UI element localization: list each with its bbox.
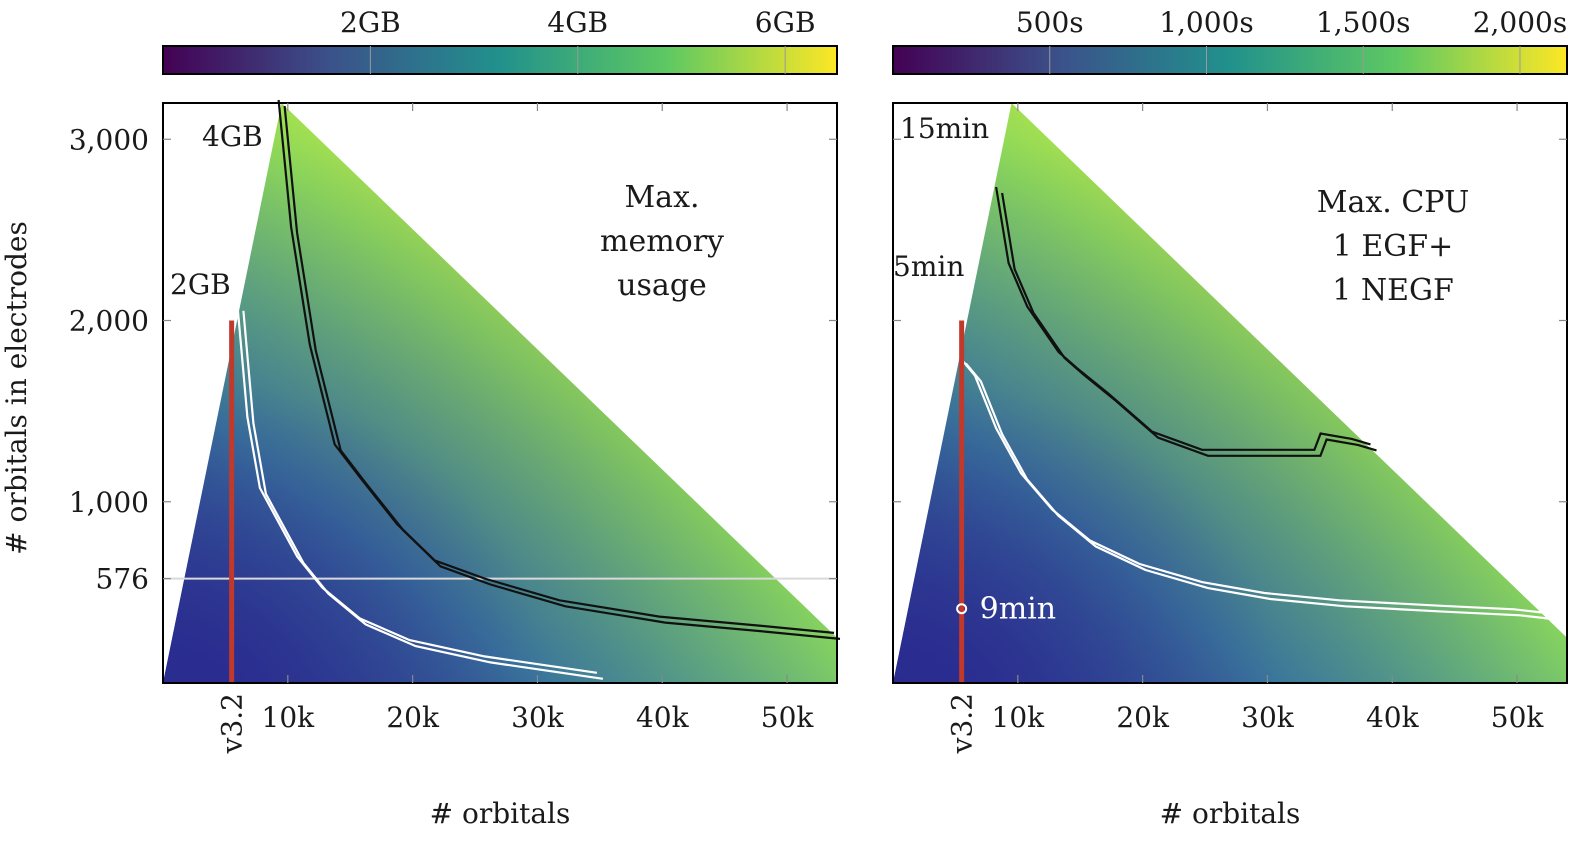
y-tick-label: 2,000 — [69, 305, 149, 338]
x-tick-label: 10k — [262, 701, 316, 734]
memory-contour-2GB — [236, 304, 604, 680]
y-tick-label: 1,000 — [69, 486, 149, 519]
y-axis-title: # orbitals in electrodes — [0, 221, 33, 555]
contour-line-lower — [242, 310, 604, 680]
x-tick-label: 10k — [992, 701, 1046, 734]
cpu-annotation-line: Max. CPU — [1317, 185, 1470, 220]
cpu-x-axis-title: # orbitals — [1160, 797, 1301, 830]
memory-x-axis-title: # orbitals — [430, 797, 571, 830]
x-tick-label: 40k — [1366, 701, 1420, 734]
cpu-contour-label-5min: 5min — [893, 250, 964, 283]
cpu-heatmap-shade — [893, 103, 1567, 683]
memory-annotation-line: Max. — [624, 180, 699, 215]
colorbar-tick-label: 2,000s — [1473, 6, 1568, 39]
x-tick-label: 40k — [636, 701, 690, 734]
contour-line-lower — [965, 362, 1552, 620]
colorbar-tick-label: 1,500s — [1316, 6, 1411, 39]
memory-chart-panel: 10k 20k 30k 40k 50k 576 1,000 2,000 3,000 v3.2 4GB… — [0, 6, 841, 830]
colorbar-tick-label: 6GB — [755, 6, 816, 39]
memory-heatmap-shade — [163, 103, 837, 683]
x-tick-label: 50k — [1491, 701, 1545, 734]
colorbar-tick-label: 1,000s — [1159, 6, 1254, 39]
cpu-annotation-line: 1 EGF+ — [1333, 229, 1453, 264]
point-9min-marker — [956, 603, 968, 615]
cpu-contour-label-15min: 15min — [900, 112, 989, 145]
x-tick-label: 50k — [761, 701, 815, 734]
x-tick-label: 30k — [511, 701, 565, 734]
cpu-contour-15min — [995, 186, 1377, 457]
memory-contour-label-4GB: 4GB — [202, 120, 263, 153]
contour-line-upper — [959, 356, 1546, 614]
x-tick-label: 30k — [1241, 701, 1295, 734]
x-tick-label: 20k — [386, 701, 440, 734]
memory-v32-marker-label: v3.2 — [216, 693, 249, 754]
memory-annotation-line: usage — [617, 268, 707, 303]
memory-colorbar — [162, 45, 838, 75]
cpu-chart-panel: 9min 10k 20k 30k 40k 50k v3.2 15min 5min Max. CPU… — [892, 6, 1568, 830]
memory-plot-frame — [162, 102, 838, 684]
x-tick-label: 20k — [1116, 701, 1170, 734]
point-9min-label: 9min — [980, 592, 1056, 627]
y-tick-label: 3,000 — [69, 123, 149, 156]
colorbar-tick-label: 4GB — [547, 6, 608, 39]
cpu-annotation-line: 1 NEGF — [1332, 273, 1454, 308]
colorbar-tick-label: 2GB — [340, 6, 401, 39]
memory-annotation-line: memory — [600, 224, 724, 259]
cpu-contour-5min — [959, 356, 1552, 620]
memory-contour-label-2GB: 2GB — [170, 268, 231, 301]
cpu-colorbar — [892, 45, 1568, 75]
cpu-plot-frame — [892, 102, 1568, 684]
contour-line-lower — [1001, 192, 1377, 457]
contour-line-lower — [283, 105, 841, 640]
memory-contour-4GB — [277, 99, 841, 640]
y-tick-label: 576 — [96, 563, 149, 596]
colorbar-tick-label: 500s — [1016, 6, 1084, 39]
cpu-v32-marker-label: v3.2 — [946, 693, 979, 754]
